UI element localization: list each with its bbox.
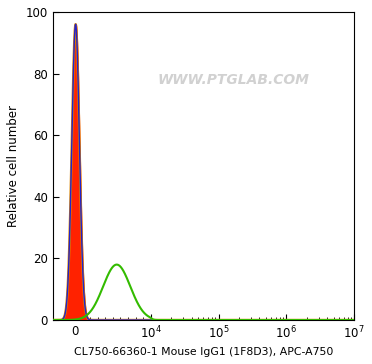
Text: WWW.PTGLAB.COM: WWW.PTGLAB.COM — [158, 73, 310, 87]
X-axis label: CL750-66360-1 Mouse IgG1 (1F8D3), APC-A750: CL750-66360-1 Mouse IgG1 (1F8D3), APC-A7… — [74, 347, 333, 357]
Y-axis label: Relative cell number: Relative cell number — [7, 105, 20, 227]
